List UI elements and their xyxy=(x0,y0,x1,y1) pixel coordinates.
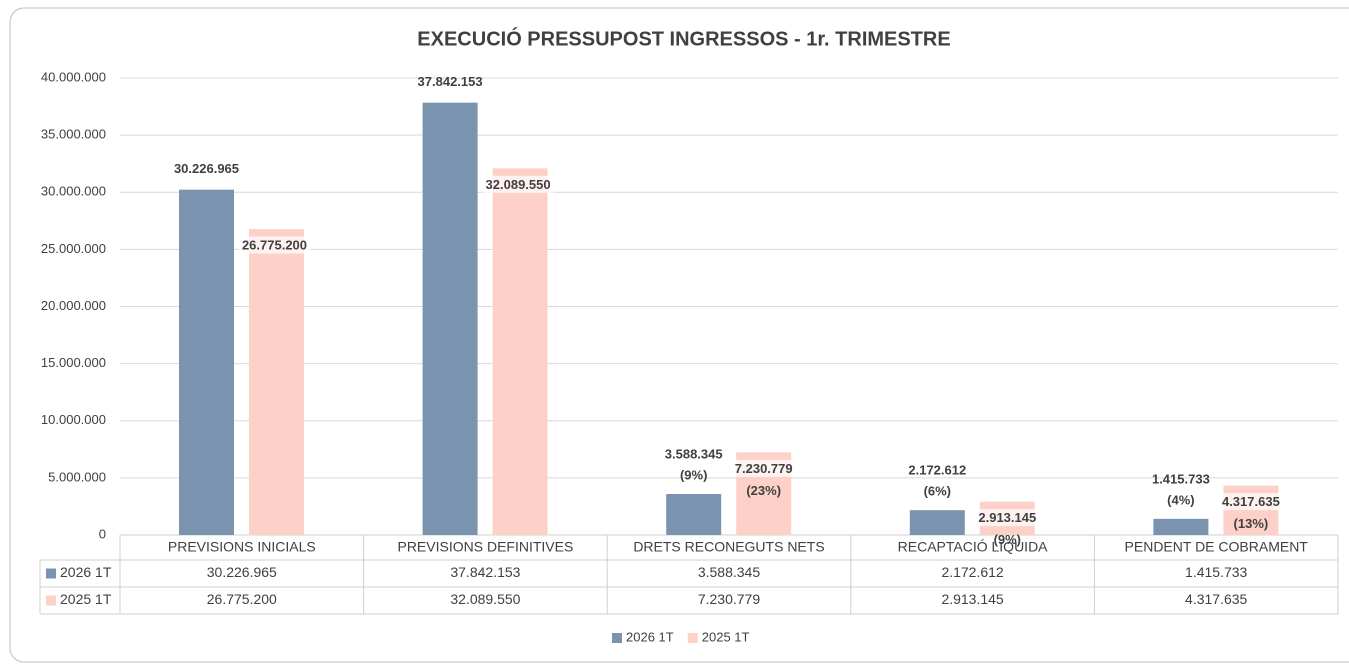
table-row-header: 2025 1T xyxy=(60,591,112,607)
table-cell: 4.317.635 xyxy=(1185,591,1247,607)
bar xyxy=(179,189,234,535)
y-tick-label: 30.000.000 xyxy=(41,184,106,199)
y-tick-label: 10.000.000 xyxy=(41,412,106,427)
data-label-bg xyxy=(975,509,1040,527)
data-label: 2.913.145 xyxy=(978,510,1036,525)
y-tick-label: 15.000.000 xyxy=(41,355,106,370)
data-label: 30.226.965 xyxy=(174,161,239,176)
data-label: 1.415.733 xyxy=(1152,471,1210,486)
data-label: 37.842.153 xyxy=(418,74,483,89)
share-label: (9%) xyxy=(994,532,1021,547)
bar xyxy=(1153,518,1209,535)
table-cell: 1.415.733 xyxy=(1185,564,1247,580)
x-tick-label: PREVISIONS INICIALS xyxy=(168,539,316,555)
share-label: (23%) xyxy=(746,483,781,498)
table-row-header: 2026 1T xyxy=(60,564,112,580)
table-legend-key xyxy=(46,595,56,606)
x-tick-label: PENDENT DE COBRAMENT xyxy=(1125,539,1309,555)
share-label: (6%) xyxy=(924,484,951,499)
y-tick-label: 5.000.000 xyxy=(48,469,106,484)
legend-label: 2026 1T xyxy=(626,629,674,644)
data-label-bg xyxy=(482,175,554,193)
data-label: 3.588.345 xyxy=(665,446,723,461)
x-tick-label: DRETS RECONEGUTS NETS xyxy=(633,539,824,555)
y-tick-label: 20.000.000 xyxy=(41,298,106,313)
legend-key xyxy=(687,633,698,643)
y-tick-label: 25.000.000 xyxy=(41,241,106,256)
share-label: (4%) xyxy=(1167,492,1194,507)
table-cell: 30.226.965 xyxy=(207,564,277,580)
table-legend-key xyxy=(46,568,56,579)
share-label: (13%) xyxy=(1234,516,1269,531)
table-cell: 2.913.145 xyxy=(941,591,1003,607)
y-tick-label: 0 xyxy=(99,526,106,541)
data-label-bg xyxy=(731,459,796,477)
bar xyxy=(422,102,478,535)
table-cell: 7.230.779 xyxy=(698,591,760,607)
chart-title: EXECUCIÓ PRESSUPOST INGRESSOS - 1r. TRIM… xyxy=(417,26,950,50)
share-label: (9%) xyxy=(680,467,707,482)
y-tick-label: 40.000.000 xyxy=(41,69,106,84)
table-cell: 3.588.345 xyxy=(698,564,760,580)
legend-label: 2025 1T xyxy=(702,629,750,644)
table-cell: 2.172.612 xyxy=(941,564,1003,580)
data-label-bg xyxy=(1218,493,1283,511)
bar xyxy=(249,229,304,536)
table-cell: 37.842.153 xyxy=(450,564,520,580)
x-tick-label: PREVISIONS DEFINITIVES xyxy=(397,539,573,555)
legend-key xyxy=(612,633,622,643)
bar xyxy=(909,510,965,535)
data-label-bg xyxy=(238,236,311,254)
table-cell: 26.775.200 xyxy=(207,591,277,607)
data-label: 4.317.635 xyxy=(1222,494,1280,509)
bar xyxy=(492,168,548,535)
table-cell: 32.089.550 xyxy=(450,591,520,607)
data-label: 7.230.779 xyxy=(735,461,793,476)
data-label: 2.172.612 xyxy=(908,463,966,478)
y-tick-label: 35.000.000 xyxy=(41,127,106,142)
x-tick-label: RECAPTACIÓ LÍQUIDA xyxy=(898,539,1049,555)
data-label: 32.089.550 xyxy=(486,177,551,192)
data-label: 26.775.200 xyxy=(242,238,307,253)
chart-frame xyxy=(9,7,1349,663)
bar xyxy=(666,494,722,535)
